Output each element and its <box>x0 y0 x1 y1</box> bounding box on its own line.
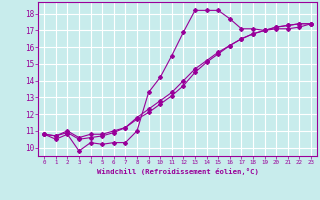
X-axis label: Windchill (Refroidissement éolien,°C): Windchill (Refroidissement éolien,°C) <box>97 168 259 175</box>
